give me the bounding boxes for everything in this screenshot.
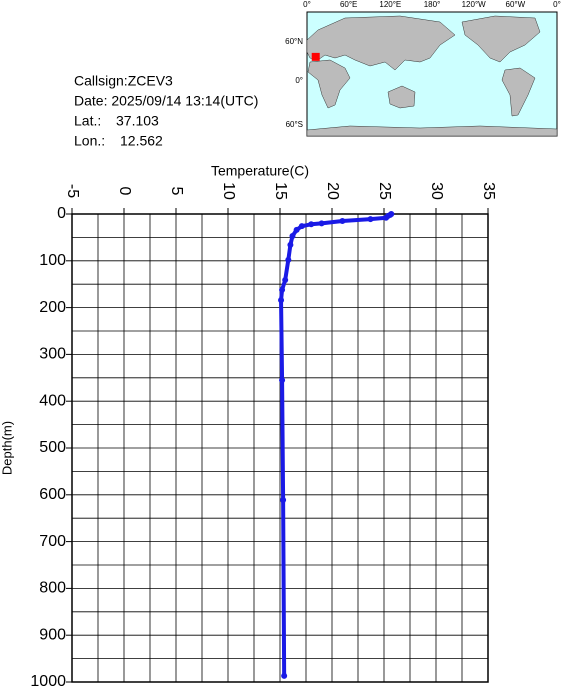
map-lat-label: 0° bbox=[295, 76, 303, 85]
x-tick-label: -5 bbox=[64, 184, 81, 198]
y-tick-label: 600 bbox=[39, 486, 66, 503]
y-tick-label: 500 bbox=[39, 439, 66, 456]
profile-point bbox=[339, 218, 346, 225]
info: Callsign:ZCEV3 Date: 2025/09/14 13:14(UT… bbox=[74, 73, 258, 149]
profile-point bbox=[282, 276, 289, 283]
y-tick-label: 300 bbox=[39, 346, 66, 363]
north-america bbox=[461, 15, 541, 63]
antarctica bbox=[306, 125, 558, 137]
south-america bbox=[501, 67, 536, 117]
lon-value: 12.562 bbox=[120, 133, 163, 149]
profile-point bbox=[293, 226, 300, 233]
profile-point bbox=[308, 221, 315, 228]
profile-point bbox=[279, 377, 286, 384]
y-tick-label: 400 bbox=[39, 392, 66, 409]
x-tick-label: 10 bbox=[220, 182, 237, 200]
x-tick-label: 20 bbox=[324, 182, 341, 200]
map-lon-label: 0° bbox=[553, 0, 561, 9]
y-tick-label: 200 bbox=[39, 299, 66, 316]
profile-point bbox=[285, 256, 292, 263]
profile-point bbox=[289, 232, 296, 239]
y-tick-label: 0 bbox=[57, 205, 66, 222]
y-tick-label: 900 bbox=[39, 626, 66, 643]
map-lat-label: 60°S bbox=[286, 120, 303, 129]
lat-label: Lat.: bbox=[74, 113, 101, 129]
world-map bbox=[306, 11, 558, 137]
map-lon-label: 0° bbox=[303, 0, 311, 9]
map-lon-label: 180° bbox=[424, 0, 441, 9]
map-lat-label: 60°N bbox=[285, 37, 303, 46]
profile-point bbox=[281, 672, 288, 679]
x-tick-label: 0 bbox=[116, 187, 133, 196]
profile-point bbox=[318, 220, 325, 227]
lat-value: 37.103 bbox=[116, 113, 159, 129]
y-tick-label: 1000 bbox=[30, 673, 66, 690]
lon-label: Lon.: bbox=[74, 133, 105, 149]
plot-frame bbox=[71, 213, 489, 683]
profile-line bbox=[279, 212, 393, 676]
profile-point bbox=[280, 496, 287, 503]
australia bbox=[387, 85, 416, 109]
y-tick-label: 100 bbox=[39, 252, 66, 269]
y-axis-title: Depth(m) bbox=[0, 421, 14, 475]
africa bbox=[307, 59, 351, 109]
location-marker bbox=[311, 52, 320, 61]
x-tick-label: 25 bbox=[376, 182, 393, 200]
profile-point bbox=[383, 214, 390, 221]
map-lon-label: 60°W bbox=[506, 0, 526, 9]
x-tick-label: 15 bbox=[272, 182, 289, 200]
x-tick-label: 5 bbox=[168, 187, 185, 196]
eurasia bbox=[306, 15, 456, 71]
y-tick-label: 700 bbox=[39, 533, 66, 550]
profile-point bbox=[279, 286, 286, 293]
map-lon-label: 120°W bbox=[462, 0, 487, 9]
map-lon-label: 120°E bbox=[379, 0, 401, 9]
x-tick-label: 35 bbox=[480, 182, 497, 200]
date: Date: 2025/09/14 13:14(UTC) bbox=[74, 93, 258, 109]
profile-point bbox=[278, 297, 285, 304]
profile-point bbox=[287, 241, 294, 248]
profile-point bbox=[298, 223, 305, 230]
x-tick-label: 30 bbox=[428, 182, 445, 200]
profile-point bbox=[367, 216, 374, 223]
map-lon-label: 60°E bbox=[340, 0, 357, 9]
callsign: Callsign:ZCEV3 bbox=[74, 73, 173, 89]
y-tick-label: 800 bbox=[39, 580, 66, 597]
x-axis-title: Temperature(C) bbox=[211, 163, 309, 179]
